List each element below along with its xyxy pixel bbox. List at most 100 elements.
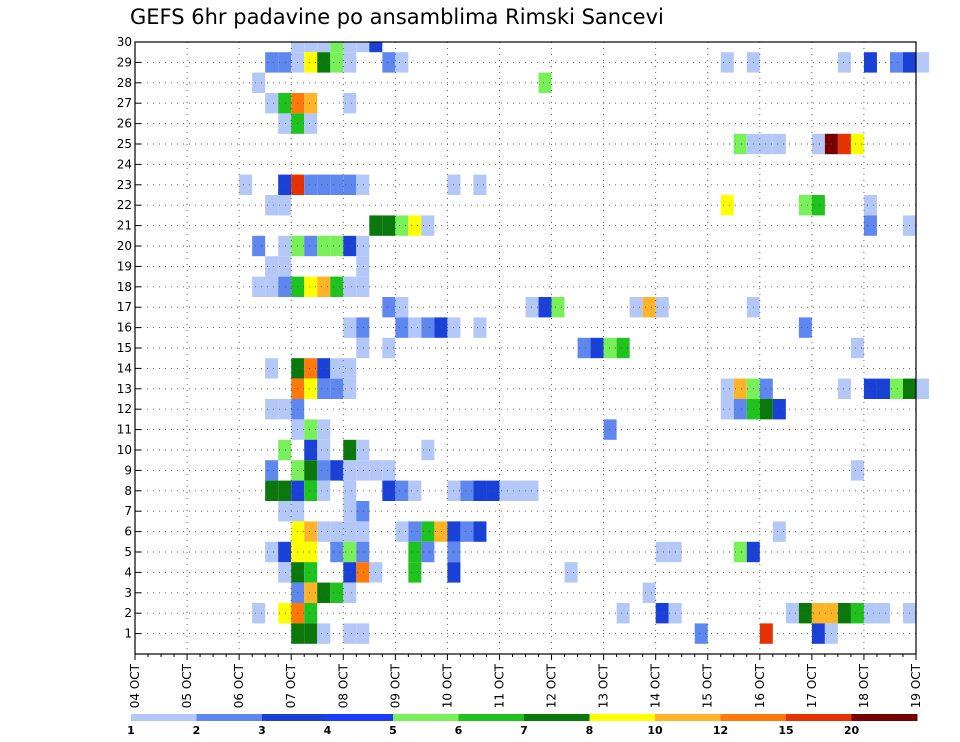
x-tick-label: 12 OCT	[545, 663, 559, 708]
x-tick-label: 04 OCT	[128, 663, 142, 708]
y-tick-label: 23	[117, 178, 132, 192]
heat-cell	[317, 623, 331, 644]
heat-cell	[343, 439, 357, 461]
heat-cell	[343, 562, 357, 583]
heat-cell	[720, 378, 734, 399]
y-tick-label: 19	[117, 259, 132, 273]
heat-cell	[408, 317, 422, 338]
heat-cell	[291, 42, 305, 53]
y-tick-label: 27	[117, 96, 132, 110]
heat-cell	[317, 582, 331, 603]
heat-cell	[343, 358, 357, 379]
heat-cell	[382, 52, 396, 73]
y-tick-label: 6	[124, 525, 132, 539]
heat-cell	[876, 603, 890, 624]
heat-cell	[278, 195, 292, 216]
y-tick-label: 14	[117, 361, 132, 375]
heat-cell	[330, 276, 344, 297]
colorbar-label: 15	[778, 724, 793, 737]
heat-cell	[330, 521, 344, 542]
heat-cell	[798, 317, 812, 338]
y-tick-label: 1	[124, 627, 132, 641]
heat-cell	[278, 501, 292, 522]
heat-cell	[759, 623, 773, 644]
heat-cell	[252, 603, 266, 624]
heat-cell	[265, 195, 279, 216]
heat-cell	[798, 195, 812, 216]
heat-cell	[759, 378, 773, 399]
y-tick-label: 29	[117, 55, 132, 69]
y-tick-label: 24	[117, 157, 132, 171]
heat-cell	[304, 276, 318, 297]
heat-cell	[278, 174, 292, 195]
heat-cell	[278, 52, 292, 73]
heat-cell	[304, 603, 318, 624]
heat-cell	[343, 42, 357, 53]
heat-cell	[850, 460, 864, 481]
heat-cell	[863, 195, 877, 216]
colorbar-label: 10	[647, 724, 663, 737]
heat-cell	[850, 133, 864, 155]
heat-cell	[460, 480, 474, 501]
heat-cell	[330, 235, 344, 257]
heat-cell	[811, 603, 825, 624]
y-tick-label: 11	[117, 423, 132, 437]
heat-cell	[863, 52, 877, 73]
colorbar-label: 3	[258, 724, 266, 737]
heat-cell	[356, 623, 370, 644]
chart-title: GEFS 6hr padavine po ansamblima Rimski S…	[130, 5, 664, 29]
y-tick-label: 17	[117, 300, 132, 314]
heat-cell	[330, 460, 344, 481]
heat-cell	[486, 480, 500, 501]
x-tick-label: 05 OCT	[180, 663, 194, 708]
x-tick-label: 19 OCT	[909, 663, 923, 708]
heat-cell	[252, 235, 266, 257]
colorbar-label: 20	[844, 724, 860, 737]
heat-cell	[343, 317, 357, 338]
heat-cell	[837, 603, 851, 624]
y-tick-label: 30	[117, 35, 132, 49]
heat-cell	[252, 72, 266, 93]
y-tick-label: 4	[124, 565, 132, 579]
heat-cell	[304, 521, 318, 542]
heat-cell	[317, 276, 331, 297]
heat-cell	[330, 378, 344, 399]
heat-cell	[304, 562, 318, 583]
colorbar-swatch	[524, 714, 590, 721]
x-tick-label: 17 OCT	[805, 663, 819, 708]
y-tick-label: 18	[117, 280, 132, 294]
heat-cell	[304, 113, 318, 134]
heat-cell	[252, 276, 266, 297]
heat-cell	[343, 52, 357, 73]
heat-cell	[343, 378, 357, 399]
heat-cell	[317, 42, 331, 53]
heat-cell	[733, 378, 747, 399]
heat-cell	[473, 174, 487, 195]
heat-cell	[265, 358, 279, 379]
y-tick-label: 12	[117, 402, 132, 416]
heat-cell	[473, 480, 487, 501]
y-tick-label: 10	[117, 443, 132, 457]
colorbar-label: 7	[520, 724, 528, 737]
x-tick-label: 11 OCT	[492, 663, 506, 708]
heat-cell	[343, 276, 357, 297]
heat-cell	[317, 235, 331, 257]
colorbar-label: 5	[389, 724, 397, 737]
heat-cell	[499, 480, 513, 501]
y-tick-label: 5	[124, 545, 132, 559]
heat-cell	[837, 378, 851, 399]
colorbar-label: 8	[586, 724, 594, 737]
y-tick-label: 26	[117, 117, 132, 131]
heat-cell	[278, 93, 292, 114]
heat-cell	[850, 603, 864, 624]
x-tick-label: 16 OCT	[753, 663, 767, 708]
heat-cell	[889, 52, 903, 73]
heat-cell	[265, 276, 279, 297]
heat-cell	[837, 52, 851, 73]
x-tick-label: 15 OCT	[701, 663, 715, 708]
heat-cell	[408, 521, 422, 542]
grid-layer	[134, 41, 917, 654]
heat-cell	[356, 317, 370, 338]
heat-cell	[343, 541, 357, 563]
heat-cell	[304, 378, 318, 399]
